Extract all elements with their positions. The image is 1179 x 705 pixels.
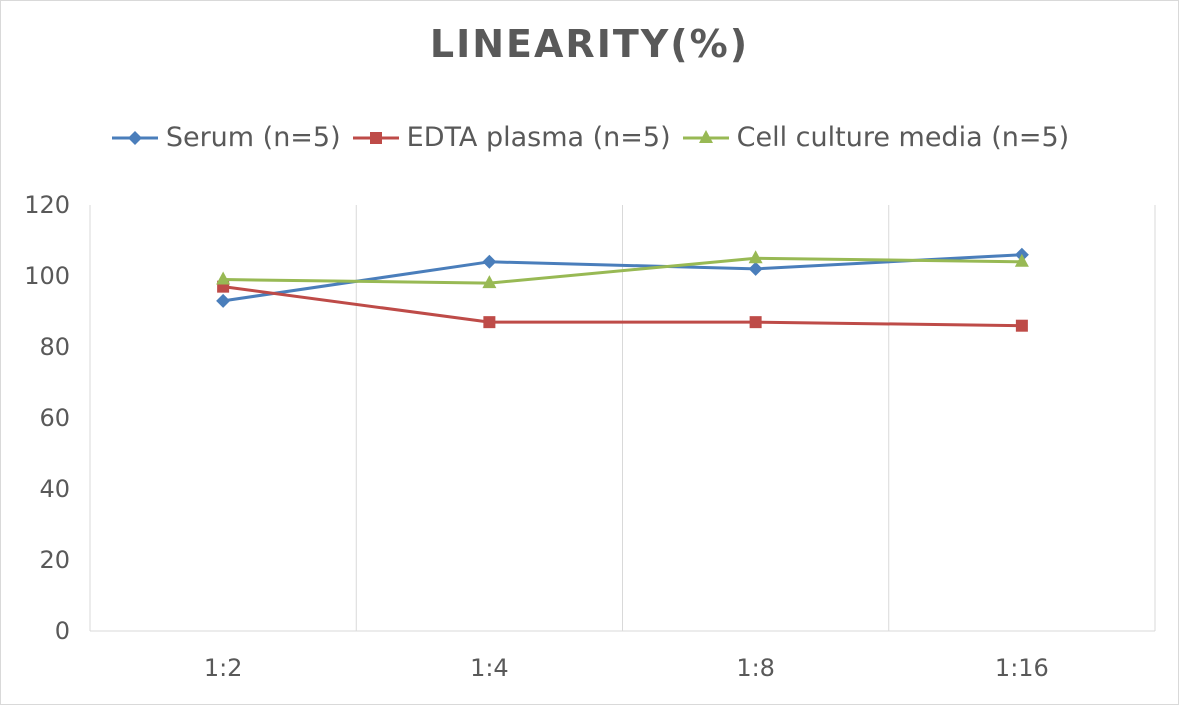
legend-marker	[127, 130, 142, 145]
data-point	[749, 316, 762, 329]
y-tick-label: 80	[39, 333, 70, 361]
chart-title: LINEARITY(%)	[429, 22, 750, 66]
x-tick-label: 1:8	[736, 654, 775, 682]
y-tick-label: 0	[55, 617, 70, 645]
x-tick-label: 1:16	[995, 654, 1049, 682]
y-tick-label: 60	[39, 404, 70, 432]
data-point	[216, 293, 231, 308]
data-point	[482, 254, 497, 269]
legend-item: Cell culture media (n=5)	[681, 122, 1070, 153]
y-tick-label: 20	[39, 546, 70, 574]
legend-marker	[698, 129, 713, 143]
series-2	[216, 250, 1029, 289]
data-point	[483, 316, 496, 329]
data-point	[1015, 319, 1028, 332]
x-tick-label: 1:4	[470, 654, 509, 682]
legend-swatch	[682, 129, 729, 143]
legend-item: Serum (n=5)	[110, 122, 341, 153]
data-point	[748, 250, 763, 264]
legend-item: EDTA plasma (n=5)	[351, 122, 671, 153]
legend-label: EDTA plasma (n=5)	[406, 122, 671, 153]
y-tick-label: 100	[24, 262, 70, 290]
data-point	[1014, 253, 1029, 267]
x-tick-label: 1:2	[204, 654, 243, 682]
legend-swatch	[111, 130, 158, 145]
legend: Serum (n=5) EDTA plasma (n=5) Cell culture…	[0, 122, 1179, 153]
series-line	[222, 285, 1022, 328]
y-tick-label: 40	[39, 475, 70, 503]
legend-label: Serum (n=5)	[165, 122, 341, 153]
legend-swatch	[352, 131, 399, 144]
legend-label: Cell culture media (n=5)	[736, 122, 1070, 153]
data-point	[482, 275, 497, 289]
data-point	[216, 271, 231, 285]
series-line	[223, 256, 1022, 285]
data-point	[748, 261, 763, 276]
y-tick-label: 120	[24, 191, 70, 219]
legend-marker	[369, 131, 382, 144]
